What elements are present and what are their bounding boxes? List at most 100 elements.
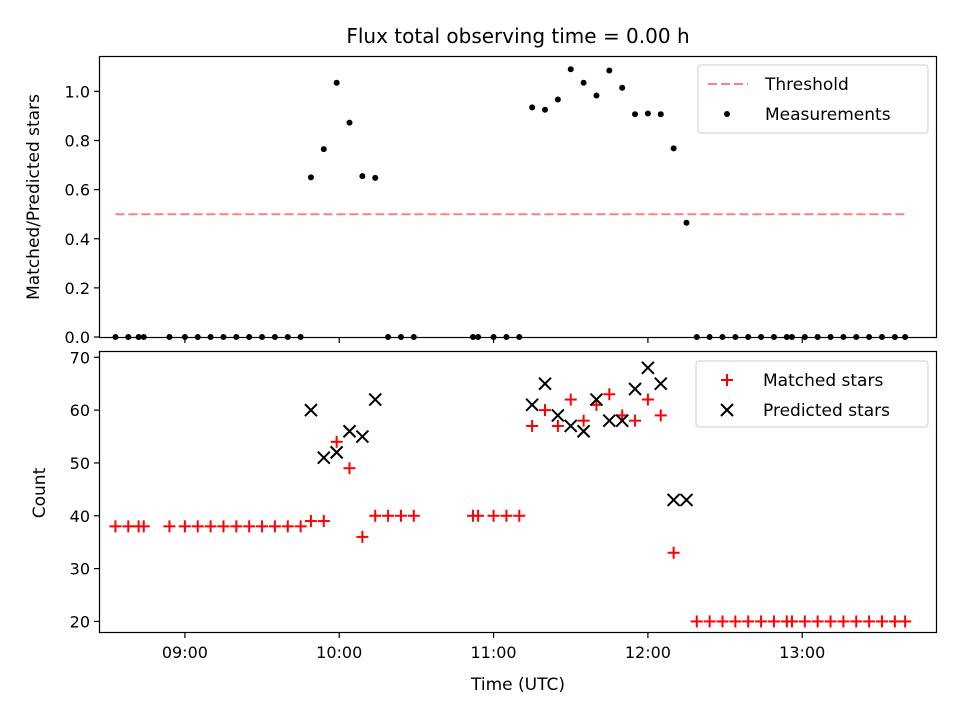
matched-star-point xyxy=(217,520,230,533)
predicted-star-point xyxy=(368,392,382,407)
bottom-y-tick-label: 30 xyxy=(70,560,90,579)
matched-star-point xyxy=(369,509,382,522)
measurement-point xyxy=(606,67,613,74)
measurement-point xyxy=(567,66,574,73)
legend-predicted-label: Predicted stars xyxy=(763,401,890,421)
predicted-star-point xyxy=(525,398,539,412)
measurement-point xyxy=(593,92,600,99)
legend-predicted-swatch xyxy=(720,403,734,417)
matched-star-point xyxy=(667,546,680,559)
matched-star-point xyxy=(122,520,135,533)
matched-star-point xyxy=(603,388,616,401)
bottom-y-ticks: 20 30 40 50 60 70 xyxy=(70,348,100,631)
matched-star-point xyxy=(487,509,500,522)
measurement-point xyxy=(307,174,314,181)
matched-star-point xyxy=(690,615,703,628)
matched-star-point xyxy=(204,520,217,533)
legend-matched-swatch xyxy=(721,374,733,386)
matched-star-point xyxy=(137,520,150,533)
bottom-plot-area xyxy=(109,361,912,628)
legend-threshold-label: Threshold xyxy=(764,75,849,95)
top-y-tick-label: 1.0 xyxy=(65,82,90,101)
top-y-tick-label: 0.6 xyxy=(65,181,90,200)
matched-star-point xyxy=(629,414,642,427)
matched-star-point xyxy=(539,404,552,417)
matched-star-point xyxy=(304,515,317,528)
matched-star-point xyxy=(513,509,526,522)
matched-star-point xyxy=(703,615,716,628)
measurement-point xyxy=(333,79,340,86)
measurement-point xyxy=(359,173,366,180)
matched-star-point xyxy=(343,462,356,475)
measurement-point xyxy=(320,146,327,153)
bottom-axes-frame xyxy=(98,350,938,634)
measurement-point xyxy=(529,104,536,111)
predicted-star-point xyxy=(641,361,655,375)
measurement-point xyxy=(683,219,690,226)
top-y-tick-label: 0.2 xyxy=(65,279,90,298)
matched-star-point xyxy=(824,615,837,628)
matched-star-point xyxy=(716,615,729,628)
matched-star-point xyxy=(654,409,667,422)
measurement-point xyxy=(657,111,664,118)
bottom-y-tick-label: 60 xyxy=(70,401,90,420)
legend-measurements-swatch xyxy=(724,111,730,117)
matched-star-point xyxy=(109,520,122,533)
matched-star-point xyxy=(178,520,191,533)
x-tick-label: 11:00 xyxy=(471,643,517,662)
chart-title: Flux total observing time = 0.00 h xyxy=(346,24,689,48)
x-tick-label: 13:00 xyxy=(779,643,825,662)
top-axes-frame xyxy=(98,55,938,339)
predicted-star-point xyxy=(576,424,591,438)
matched-star-point xyxy=(837,615,850,628)
matched-star-point xyxy=(875,615,888,628)
measurement-point xyxy=(346,119,353,126)
predicted-star-point xyxy=(551,408,565,423)
matched-star-point xyxy=(888,615,901,628)
matched-star-point xyxy=(551,419,564,432)
bottom-y-tick-label: 40 xyxy=(70,507,90,526)
matched-star-point xyxy=(863,615,876,628)
matched-star-point xyxy=(382,509,395,522)
bottom-y-tick-label: 70 xyxy=(70,348,90,367)
x-tick-label: 09:00 xyxy=(162,643,208,662)
matched-star-point xyxy=(785,615,798,628)
predicted-star-point xyxy=(564,419,578,433)
top-y-tick-label: 0.4 xyxy=(65,230,90,249)
predicted-star-point xyxy=(304,403,318,417)
bottom-legend: Matched stars Predicted stars xyxy=(695,360,929,428)
matched-star-point xyxy=(356,530,369,543)
measurement-point xyxy=(619,84,626,91)
matched-star-point xyxy=(755,615,768,628)
predicted-star-point xyxy=(355,429,370,444)
legend-matched-label: Matched stars xyxy=(763,371,883,391)
x-tick-label: 12:00 xyxy=(625,643,671,662)
matched-star-point xyxy=(564,393,577,406)
legend-measurements-label: Measurements xyxy=(765,105,891,125)
matched-star-point xyxy=(230,520,243,533)
predicted-star-point xyxy=(666,493,681,507)
matched-star-point xyxy=(268,520,281,533)
matched-star-point xyxy=(729,615,742,628)
matched-star-point xyxy=(850,615,863,628)
matched-star-point xyxy=(281,520,294,533)
measurement-point xyxy=(542,106,549,113)
matched-star-point xyxy=(577,414,590,427)
matched-star-point xyxy=(811,615,824,628)
bottom-y-axis-label: Count xyxy=(30,467,50,518)
predicted-star-point xyxy=(654,376,668,391)
matched-star-point xyxy=(500,509,513,522)
matched-star-point xyxy=(256,520,269,533)
matched-star-point xyxy=(330,435,343,448)
matched-star-point xyxy=(407,509,420,522)
measurement-point xyxy=(670,145,677,152)
measurement-point xyxy=(644,110,651,117)
matched-star-point xyxy=(394,509,407,522)
top-panel: 0.0 0.2 0.4 0.6 0.8 1.0 Matched/Predicted sta… xyxy=(24,55,938,347)
predicted-star-point xyxy=(615,413,629,428)
matched-star-point xyxy=(899,615,912,628)
x-axis-label: Time (UTC) xyxy=(470,675,565,695)
x-tick-label: 10:00 xyxy=(316,643,362,662)
bottom-panel: 20 30 40 50 60 70 09:00 10:00 11:00 12:00 13:00 C… xyxy=(30,337,938,695)
